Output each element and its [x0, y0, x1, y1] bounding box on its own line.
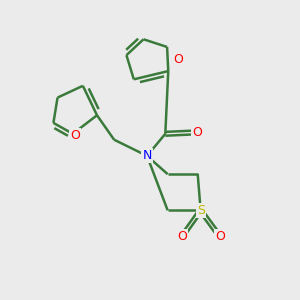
Text: O: O	[70, 129, 80, 142]
Text: O: O	[215, 230, 225, 243]
Text: O: O	[177, 230, 187, 243]
Text: N: N	[142, 149, 152, 162]
Text: S: S	[196, 204, 205, 217]
Text: O: O	[192, 126, 202, 139]
Text: O: O	[173, 53, 183, 66]
